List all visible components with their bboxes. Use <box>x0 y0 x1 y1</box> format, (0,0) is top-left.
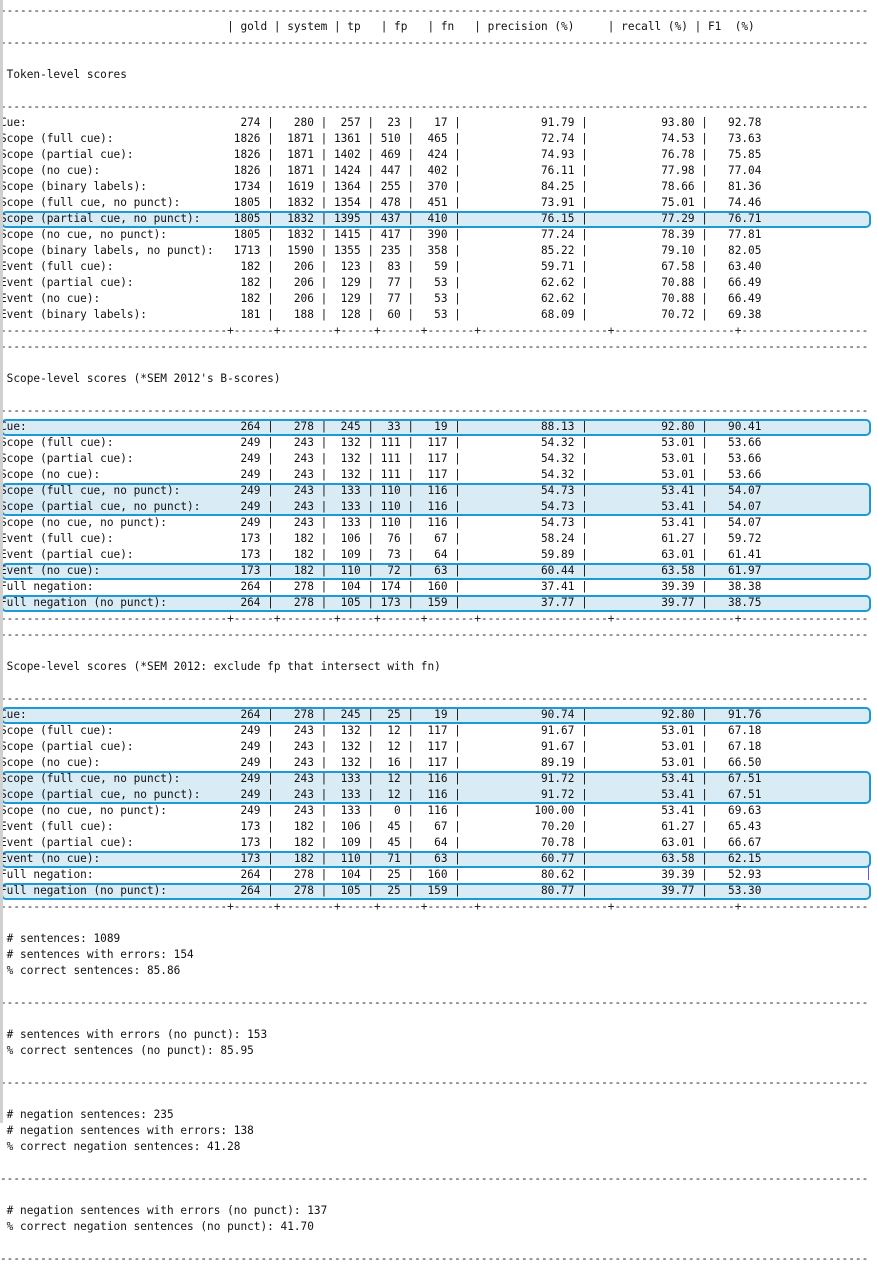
separator: ----------------------------------------… <box>0 1252 869 1265</box>
summary-line: % correct negation sentences (no punct):… <box>0 1220 314 1233</box>
section-title: Scope-level scores (*SEM 2012's B-scores… <box>0 372 281 385</box>
separator: ----------------------------------------… <box>0 4 869 17</box>
summary-line: # negation sentences with errors (no pun… <box>0 1204 328 1217</box>
separator: ----------------------------------------… <box>0 100 869 113</box>
table-row: Scope (partial cue): 249 | 243 | 132 | 1… <box>0 740 762 753</box>
separator: ----------------------------------------… <box>0 996 869 1009</box>
table-row: Scope (full cue, no punct): 249 | 243 | … <box>0 484 762 497</box>
summary-line: # sentences with errors (no punct): 153 <box>0 1028 268 1041</box>
table-row: Scope (no cue, no punct): 1805 | 1832 | … <box>0 228 762 241</box>
blank-line <box>0 83 877 99</box>
section-title: Token-level scores <box>0 68 127 81</box>
table-row: Event (partial cue): 173 | 182 | 109 | 4… <box>0 836 762 849</box>
separator: ----------------------------------------… <box>0 36 869 49</box>
table-row: Event (no cue): 173 | 182 | 110 | 72 | 6… <box>0 564 762 577</box>
table-row: Scope (full cue): 249 | 243 | 132 | 12 |… <box>0 724 762 737</box>
separator: ----------------------------------------… <box>0 628 869 641</box>
column-header: | gold | system | tp | fp | fn | precisi… <box>0 20 755 33</box>
table-row: Event (full cue): 182 | 206 | 123 | 83 |… <box>0 260 762 273</box>
table-row: Scope (binary labels): 1734 | 1619 | 136… <box>0 180 762 193</box>
summary-line: % correct negation sentences: 41.28 <box>0 1140 241 1153</box>
blank-line <box>0 1011 877 1027</box>
blank-line <box>0 387 877 403</box>
table-row: Scope (full cue): 249 | 243 | 132 | 111 … <box>0 436 762 449</box>
table-row: Event (no cue): 182 | 206 | 129 | 77 | 5… <box>0 292 762 305</box>
summary-line: # negation sentences: 235 <box>0 1108 174 1121</box>
separator: ----------------------------------+-----… <box>0 900 869 913</box>
table-row: Event (partial cue): 173 | 182 | 109 | 7… <box>0 548 762 561</box>
table-row: Cue: 264 | 278 | 245 | 25 | 19 | 90.74 |… <box>0 708 762 721</box>
blank-line <box>0 1187 877 1203</box>
table-row: Full negation: 264 | 278 | 104 | 25 | 16… <box>0 868 762 881</box>
table-row: Event (binary labels): 181 | 188 | 128 |… <box>0 308 762 321</box>
table-row: Scope (no cue, no punct): 249 | 243 | 13… <box>0 804 762 817</box>
text-cursor <box>868 866 869 880</box>
summary-line: % correct sentences (no punct): 85.95 <box>0 1044 254 1057</box>
blank-line <box>0 979 877 995</box>
summary-line: # sentences with errors: 154 <box>0 948 194 961</box>
blank-line <box>0 355 877 371</box>
table-row: Event (partial cue): 182 | 206 | 129 | 7… <box>0 276 762 289</box>
table-row: Scope (partial cue): 1826 | 1871 | 1402 … <box>0 148 762 161</box>
blank-line <box>0 915 877 931</box>
table-row: Full negation (no punct): 264 | 278 | 10… <box>0 884 762 897</box>
table-row: Cue: 274 | 280 | 257 | 23 | 17 | 91.79 |… <box>0 116 762 129</box>
table-row: Scope (no cue): 249 | 243 | 132 | 16 | 1… <box>0 756 762 769</box>
table-row: Scope (full cue): 1826 | 1871 | 1361 | 5… <box>0 132 762 145</box>
table-row: Scope (full cue, no punct): 249 | 243 | … <box>0 772 762 785</box>
blank-line <box>0 1235 877 1251</box>
row-highlight <box>1 771 871 804</box>
table-row: Full negation: 264 | 278 | 104 | 174 | 1… <box>0 580 762 593</box>
separator: ----------------------------------------… <box>0 340 869 353</box>
table-row: Cue: 264 | 278 | 245 | 33 | 19 | 88.13 |… <box>0 420 762 433</box>
separator: ----------------------------------------… <box>0 404 869 417</box>
separator: ----------------------------------+-----… <box>0 612 869 625</box>
window-edge <box>0 0 3 1123</box>
table-row: Event (full cue): 173 | 182 | 106 | 45 |… <box>0 820 762 833</box>
summary-line: # sentences: 1089 <box>0 932 121 945</box>
separator: ----------------------------------------… <box>0 692 869 705</box>
summary-line: # negation sentences with errors: 138 <box>0 1124 254 1137</box>
table-row: Event (no cue): 173 | 182 | 110 | 71 | 6… <box>0 852 762 865</box>
table-row: Scope (full cue, no punct): 1805 | 1832 … <box>0 196 762 209</box>
blank-line <box>0 1059 877 1075</box>
table-row: Event (full cue): 173 | 182 | 106 | 76 |… <box>0 532 762 545</box>
table-row: Scope (binary labels, no punct): 1713 | … <box>0 244 762 257</box>
separator: ----------------------------------+-----… <box>0 324 869 337</box>
table-row: Scope (no cue): 1826 | 1871 | 1424 | 447… <box>0 164 762 177</box>
table-row: Scope (no cue): 249 | 243 | 132 | 111 | … <box>0 468 762 481</box>
table-row: Scope (partial cue, no punct): 249 | 243… <box>0 500 762 513</box>
row-highlight <box>1 483 871 516</box>
separator: ----------------------------------------… <box>0 1076 869 1089</box>
blank-line <box>0 1155 877 1171</box>
table-row: Full negation (no punct): 264 | 278 | 10… <box>0 596 762 609</box>
table-row: Scope (partial cue): 249 | 243 | 132 | 1… <box>0 452 762 465</box>
separator: ----------------------------------------… <box>0 1172 869 1185</box>
blank-line <box>0 643 877 659</box>
section-title: Scope-level scores (*SEM 2012: exclude f… <box>0 660 441 673</box>
blank-line <box>0 1091 877 1107</box>
blank-line <box>0 675 877 691</box>
table-row: Scope (partial cue, no punct): 1805 | 18… <box>0 212 762 225</box>
blank-line <box>0 51 877 67</box>
summary-line: % correct sentences: 85.86 <box>0 964 181 977</box>
table-row: Scope (no cue, no punct): 249 | 243 | 13… <box>0 516 762 529</box>
table-row: Scope (partial cue, no punct): 249 | 243… <box>0 788 762 801</box>
